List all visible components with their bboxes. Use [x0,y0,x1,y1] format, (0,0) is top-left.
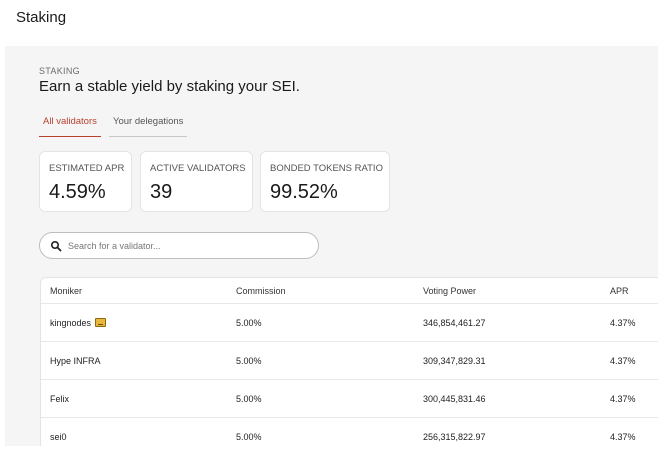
search-icon [50,240,62,252]
commission-cell: 5.00% [236,317,262,328]
validator-search [39,232,319,259]
stat-card-active-validators: ACTIVE VALIDATORS 39 [140,151,253,212]
table-row[interactable]: Felix 5.00% 300,445,831.46 4.37% [41,380,658,418]
page-title: Staking [16,9,67,26]
table-row[interactable]: kingnodes 5.00% 346,854,461.27 4.37% [41,304,658,342]
commission-cell: 5.00% [236,393,262,404]
section-eyebrow: STAKING [39,66,80,76]
moniker-cell: Hype INFRA [50,355,101,366]
column-header-apr[interactable]: APR [610,285,629,296]
voting-power-cell: 309,347,829.31 [423,355,486,366]
table-header-row: Moniker Commission Voting Power APR [41,278,658,304]
commission-cell: 5.00% [236,355,262,366]
voting-power-cell: 346,854,461.27 [423,317,486,328]
voting-power-cell: 300,445,831.46 [423,393,486,404]
crown-badge-icon [95,318,107,327]
apr-cell: 4.37% [610,317,636,328]
stat-card-bonded-tokens-ratio: BONDED TOKENS RATIO 99.52% [260,151,390,212]
section-headline: Earn a stable yield by staking your SEI. [39,78,300,95]
voting-power-cell: 256,315,822.97 [423,431,486,442]
stat-value: 4.59% [49,181,106,203]
stat-label: ESTIMATED APR [49,163,125,174]
search-input[interactable] [68,237,308,255]
validators-table: Moniker Commission Voting Power APR king… [40,277,658,446]
apr-cell: 4.37% [610,393,636,404]
stat-card-estimated-apr: ESTIMATED APR 4.59% [39,151,132,212]
stat-value: 99.52% [270,181,338,203]
tab-your-delegations[interactable]: Your delegations [108,116,188,137]
staking-panel: STAKING Earn a stable yield by staking y… [5,46,658,446]
table-row[interactable]: Hype INFRA 5.00% 309,347,829.31 4.37% [41,342,658,380]
moniker-cell: Felix [50,393,70,404]
column-header-voting-power[interactable]: Voting Power [423,285,477,296]
table-row[interactable]: sei0 5.00% 256,315,822.97 4.37% [41,418,658,446]
stat-label: BONDED TOKENS RATIO [270,163,383,174]
apr-cell: 4.37% [610,355,636,366]
moniker-cell: sei0 [50,431,67,442]
column-header-commission[interactable]: Commission [236,285,286,296]
stat-label: ACTIVE VALIDATORS [150,163,246,174]
apr-cell: 4.37% [610,431,636,442]
column-header-moniker[interactable]: Moniker [50,285,83,296]
moniker-text: kingnodes [50,317,92,328]
moniker-cell: kingnodes [50,304,107,341]
commission-cell: 5.00% [236,431,262,442]
page-header: Staking [0,0,658,40]
stat-value: 39 [150,181,173,203]
tab-all-validators[interactable]: All validators [39,116,101,137]
